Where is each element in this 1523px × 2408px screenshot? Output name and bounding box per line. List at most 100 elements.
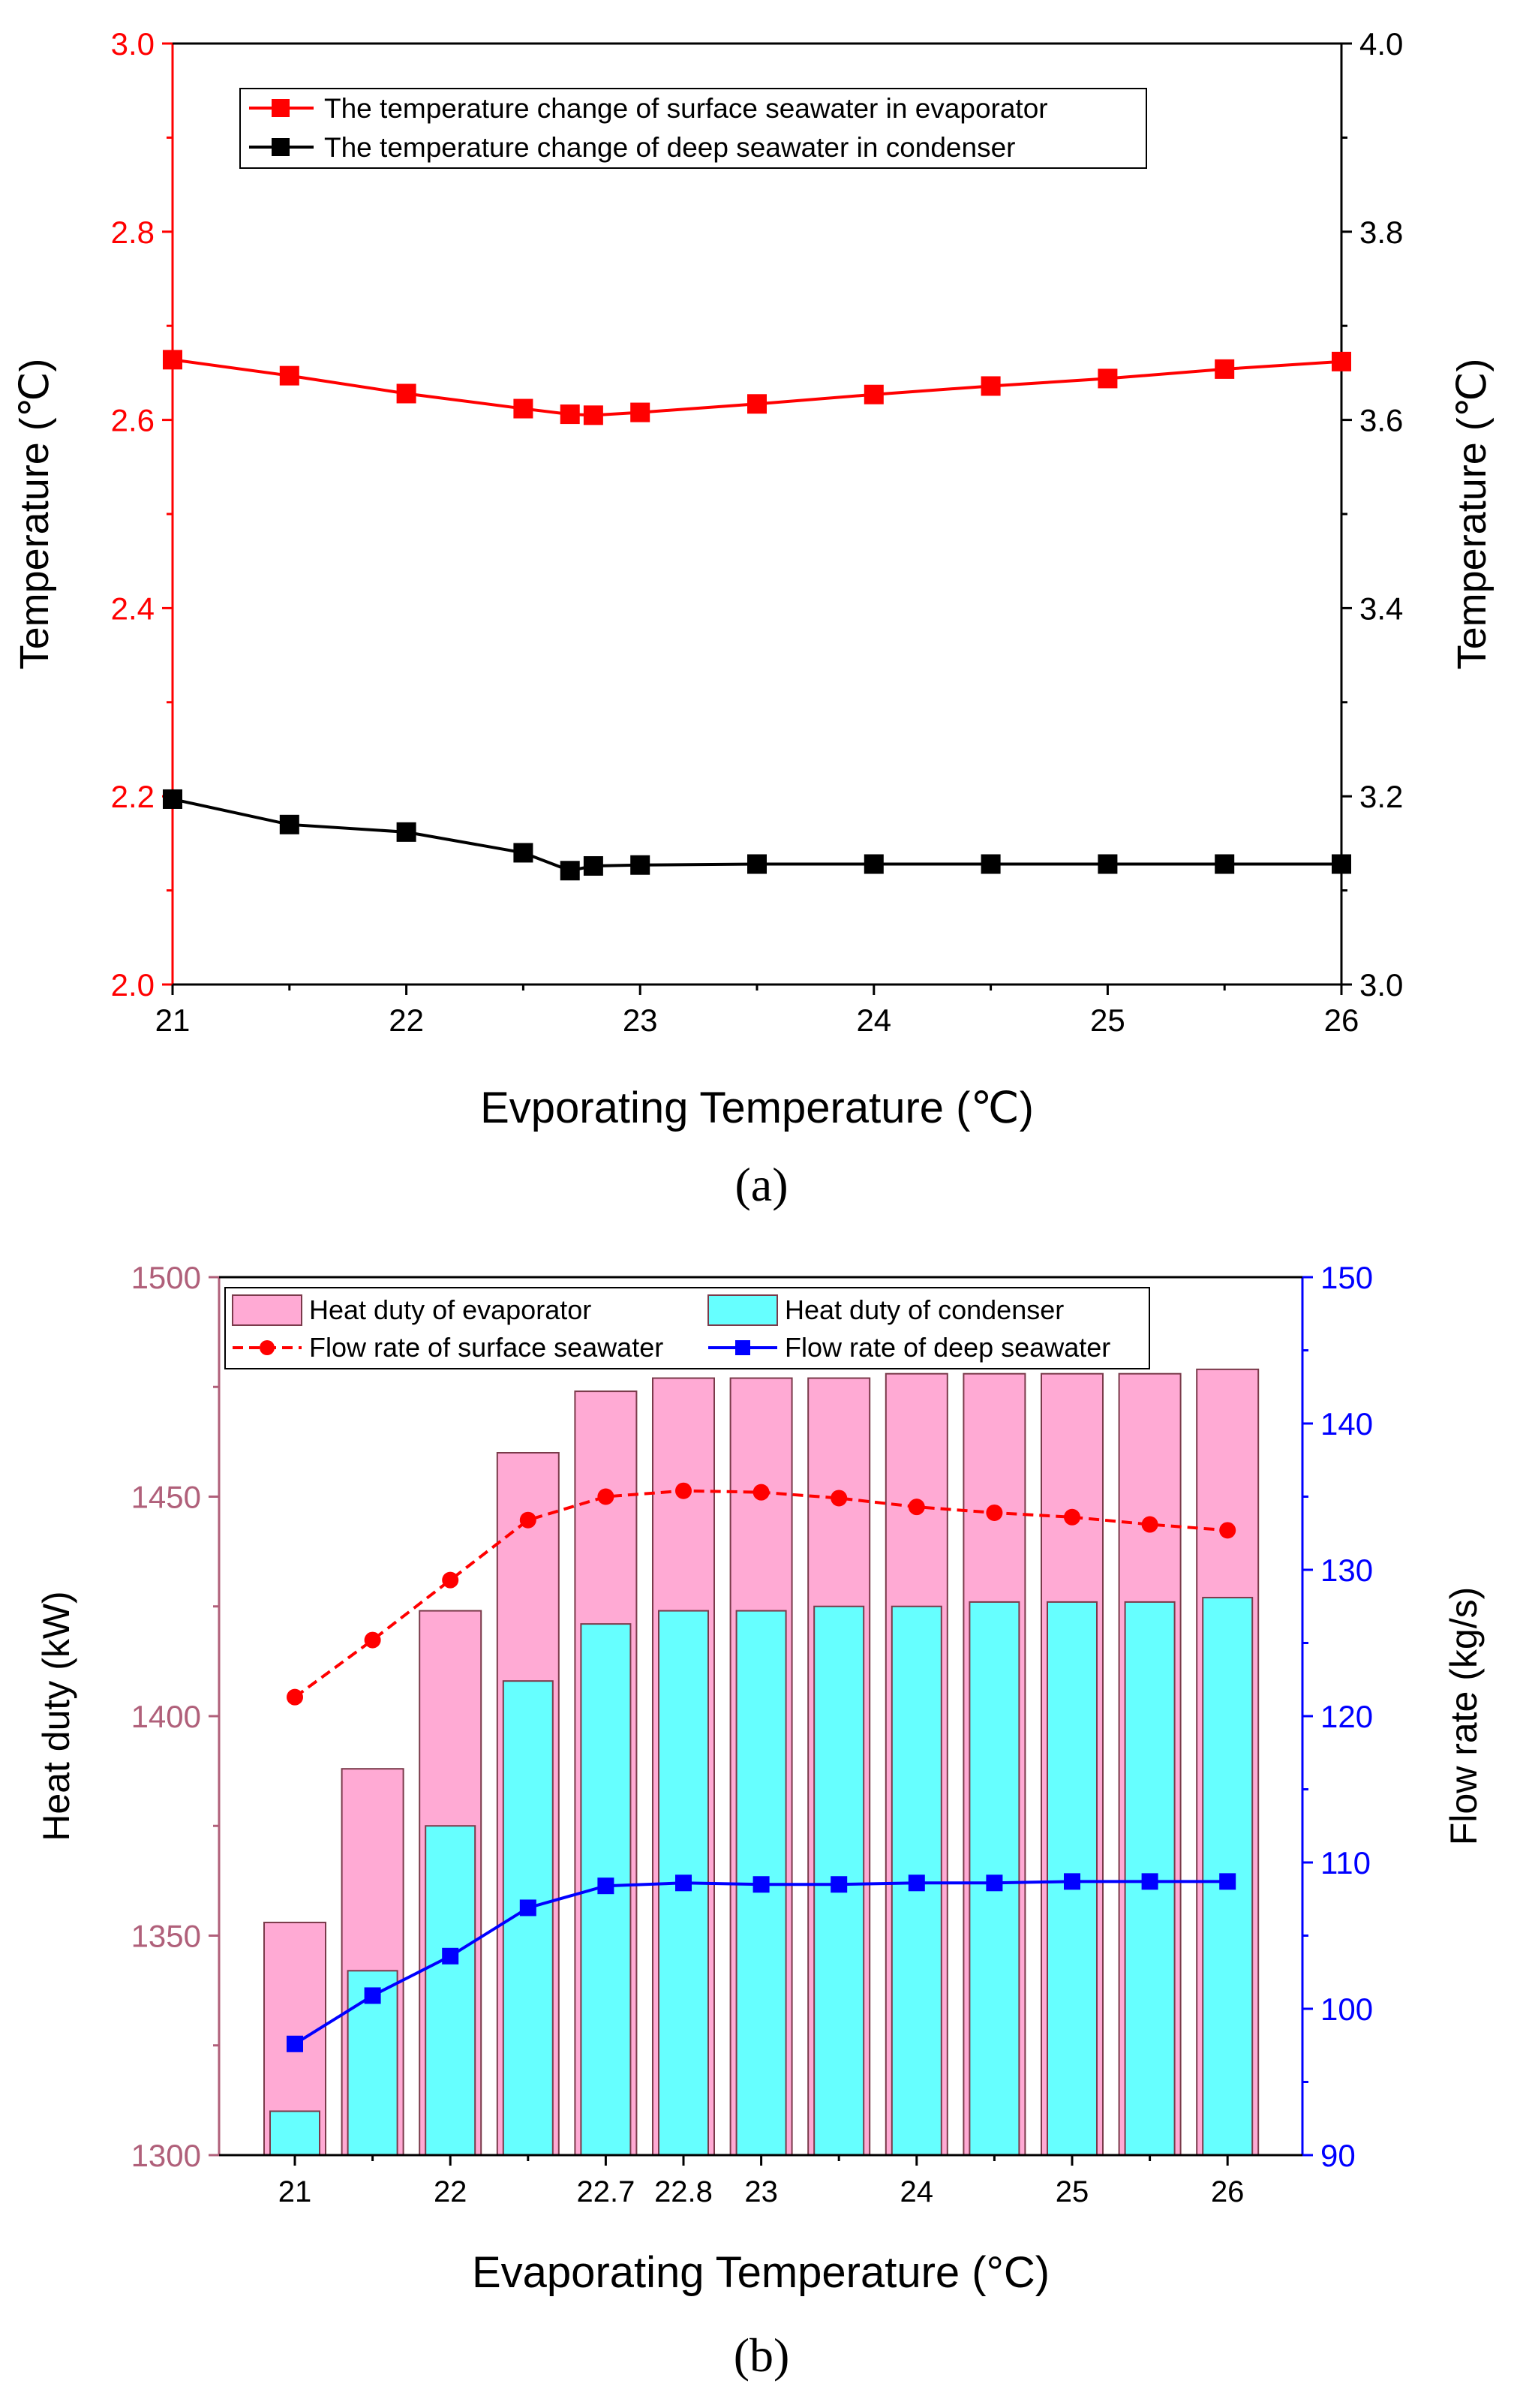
legend-b-label: Flow rate of deep seawater: [785, 1332, 1110, 1363]
y-left-tick-label: 3.0: [111, 26, 155, 62]
surface-flow-point: [1219, 1522, 1236, 1539]
legend-a-marker: [272, 138, 290, 156]
surface-seawater-point: [864, 384, 884, 404]
surface-flow-point: [752, 1484, 770, 1501]
x-tick-label: 24: [856, 1003, 891, 1038]
deep-seawater-point: [1332, 854, 1351, 874]
deep-seawater-point: [513, 843, 533, 863]
surface-flow-point: [287, 1688, 303, 1706]
b-y-left-tick-label: 1500: [131, 1260, 201, 1295]
b-y-left-tick-label: 1400: [131, 1699, 201, 1734]
surface-seawater-point: [163, 350, 182, 370]
surface-seawater-point: [279, 365, 299, 386]
y-left-axis-label: Temperature (℃): [12, 359, 57, 670]
x-tick-label: 25: [1090, 1003, 1125, 1038]
deep-seawater-point: [1098, 854, 1118, 874]
b-x-axis-label: Evaporating Temperature (°C): [472, 2248, 1050, 2297]
surface-flow-point: [908, 1499, 925, 1516]
y-right-tick-label: 3.8: [1359, 215, 1403, 250]
b-y-right-tick-label: 130: [1320, 1553, 1373, 1588]
deep-flow-point: [287, 2035, 303, 2052]
surface-flow-point: [831, 1490, 848, 1507]
surface-seawater-point: [396, 383, 416, 404]
b-y-right-tick-label: 100: [1320, 1992, 1373, 2027]
b-y-right-tick-label: 120: [1320, 1699, 1373, 1734]
y-left-tick-label: 2.2: [111, 779, 155, 814]
condenser-heat-bar: [269, 2110, 320, 2156]
b-x-tick-label: 22.8: [654, 2175, 713, 2208]
legend-b-label: Heat duty of evaporator: [309, 1294, 591, 1325]
y-right-tick-label: 3.6: [1359, 403, 1403, 438]
deep-flow-point: [986, 1874, 1003, 1892]
y-right-axis-label: Temperature (℃): [1449, 359, 1494, 670]
surface-seawater-point: [560, 404, 580, 425]
b-x-tick-label: 21: [278, 2175, 312, 2208]
surface-flow-point: [597, 1488, 614, 1505]
condenser-heat-bar: [425, 1825, 476, 2156]
y-left-tick-label: 2.8: [111, 215, 155, 250]
legend-b-box: [224, 1287, 1150, 1369]
x-tick-label: 22: [389, 1003, 424, 1038]
legend-b-swatch-condenser: [707, 1294, 778, 1326]
surface-seawater-point: [1215, 359, 1235, 379]
y-right-tick-label: 3.4: [1359, 591, 1403, 626]
b-y-right-tick-label: 110: [1320, 1845, 1371, 1880]
b-x-tick-label: 25: [1056, 2175, 1089, 2208]
deep-seawater-point: [981, 854, 1001, 874]
deep-seawater-point: [1215, 854, 1235, 874]
b-x-tick-label: 26: [1211, 2175, 1245, 2208]
legend-b: Heat duty of evaporator Heat duty of cond…: [224, 1287, 1150, 1369]
y-left-tick-label: 2.0: [111, 967, 155, 1003]
panel-label-b: (b): [734, 2328, 790, 2382]
surface-flow-point: [519, 1511, 536, 1529]
deep-flow-point: [1064, 1873, 1080, 1890]
panel-b: 1300 1350 1400 1450 1500 90 100 110 120 130 140 150…: [35, 1260, 1485, 2382]
legend-b-marker-surface: [260, 1340, 275, 1355]
legend-b-marker-deep: [735, 1340, 750, 1355]
surface-flow-point: [675, 1482, 692, 1499]
surface-flow-point: [986, 1504, 1003, 1521]
deep-seawater-point: [560, 861, 580, 881]
deep-flow-point: [675, 1874, 692, 1892]
deep-flow-point: [442, 1947, 459, 1965]
b-y-right-tick-label: 140: [1320, 1406, 1373, 1441]
b-y-left-tick-label: 1350: [131, 1919, 201, 1954]
legend-a-marker: [272, 99, 290, 117]
b-y-right-tick-label: 150: [1320, 1260, 1373, 1295]
b-y-left-tick-label: 1300: [131, 2138, 201, 2173]
y-right-tick-label: 4.0: [1359, 26, 1403, 62]
surface-seawater-point: [1098, 368, 1118, 389]
legend-b-swatch-evaporator: [232, 1294, 302, 1326]
b-x-tick-label: 22.7: [576, 2175, 635, 2208]
surface-flow-point: [364, 1631, 381, 1649]
legend-b-label: Flow rate of surface seawater: [309, 1332, 663, 1363]
b-x-tick-label: 22: [434, 2175, 467, 2208]
deep-seawater-point: [630, 855, 650, 875]
panel-label-a: (a): [734, 1158, 788, 1211]
deep-flow-point: [519, 1899, 536, 1916]
y-left-tick-label: 2.4: [111, 591, 155, 626]
b-y-left-axis-label: Heat duty (kW): [35, 1591, 77, 1841]
deep-seawater-point: [583, 855, 603, 876]
b-y-right-axis-label: Flow rate (kg/s): [1443, 1587, 1485, 1846]
x-axis-label: Evporating Temperature (℃): [480, 1084, 1034, 1132]
deep-flow-point: [831, 1876, 848, 1893]
b-y-right-tick-label: 90: [1320, 2138, 1356, 2173]
deep-seawater-point: [864, 854, 884, 874]
legend-a: The temperature change of surface seawat…: [239, 88, 1147, 169]
y-right-tick-label: 3.0: [1359, 967, 1403, 1003]
surface-seawater-point: [630, 402, 650, 422]
deep-flow-point: [1141, 1873, 1158, 1890]
surface-seawater-point: [513, 398, 533, 419]
panel-a: 2.0 2.2 2.4 2.6 2.8 3.0 3.0 3.2 3.4 3.6 3.8 4.0 21 22…: [12, 26, 1494, 1211]
legend-a-label: The temperature change of deep seawater …: [324, 132, 1015, 163]
deep-flow-point: [364, 1987, 381, 2004]
legend-a-box: [239, 88, 1147, 169]
deep-flow-point: [597, 1877, 614, 1895]
x-tick-label: 21: [155, 1003, 191, 1038]
surface-seawater-point: [583, 405, 603, 425]
deep-flow-point: [908, 1874, 925, 1892]
y-right-tick-label: 3.2: [1359, 779, 1403, 814]
deep-seawater-point: [279, 814, 299, 834]
